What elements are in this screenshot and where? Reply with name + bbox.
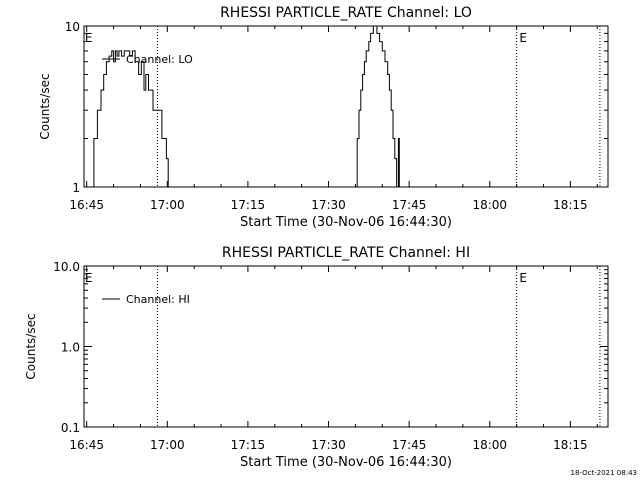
chart2-x-tick-label: 17:15 [231,438,266,452]
chart2-y-tick-label: 0.1 [61,421,80,435]
chart1-legend-label: Channel: LO [126,53,193,66]
chart2-x-tick-label: 18:15 [553,438,588,452]
chart2-event-marker-label: E [519,271,527,285]
chart1-series-line-segment-1 [93,50,169,188]
chart1-y-tick-label: 1 [72,181,80,195]
chart1-x-tick-label: 18:15 [553,198,588,212]
chart1-series-line-segment-2 [355,25,398,188]
chart1-event-marker-label: E [85,31,93,45]
chart1-x-tick-label: 17:30 [311,198,346,212]
chart1-x-axis-label: Start Time (30-Nov-06 16:44:30) [240,215,452,230]
chart2-event-marker-label: E [85,271,93,285]
chart1-x-tick-label: 17:00 [150,198,185,212]
chart2-plot-frame [83,265,609,428]
chart1-x-tick-label: 17:15 [231,198,266,212]
chart1-y-tick-label: 10 [65,20,80,34]
chart2-x-tick-label: 18:00 [472,438,507,452]
chart2-y-tick-label: 10.0 [53,260,80,274]
chart1-plot-frame [83,25,609,188]
chart2-legend-label: Channel: HI [126,293,190,306]
chart2-x-axis-label: Start Time (30-Nov-06 16:44:30) [240,455,452,470]
chart2-x-tick-label: 17:45 [392,438,427,452]
chart1-x-tick-label: 16:45 [69,198,104,212]
chart1-x-tick-label: 17:45 [392,198,427,212]
chart2-x-tick-label: 17:30 [311,438,346,452]
chart1-x-tick-label: 18:00 [472,198,507,212]
chart1-y-axis-label: Counts/sec [38,73,52,139]
chart2-x-tick-label: 16:45 [69,438,104,452]
chart2-y-axis-label: Counts/sec [24,313,38,379]
chart1-event-marker-label: E [519,31,527,45]
chart2-title: RHESSI PARTICLE_RATE Channel: HI [222,245,470,261]
chart1-series-line-segment-3 [397,138,400,188]
chart2-y-tick-label: 1.0 [61,341,80,355]
generation-timestamp: 18-Oct-2021 08:43 [571,469,637,477]
chart2-x-tick-label: 17:00 [150,438,185,452]
chart1-title: RHESSI PARTICLE_RATE Channel: LO [220,5,472,21]
